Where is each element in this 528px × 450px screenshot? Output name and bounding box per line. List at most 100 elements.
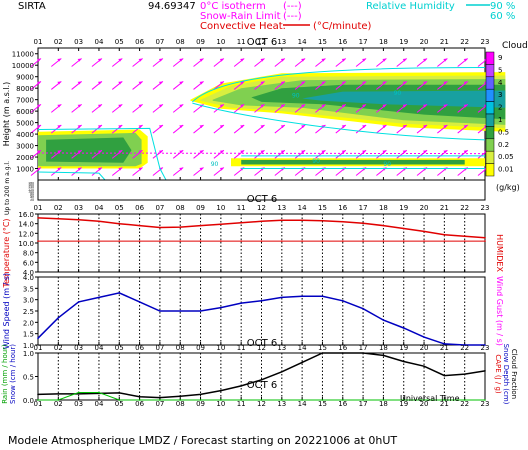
wind-arrow [254,124,265,134]
cloud-water-fill [38,72,506,169]
series-point [281,296,283,299]
wind-arrow [355,104,367,113]
wind-arrow [132,124,143,134]
series-point [321,240,324,242]
series-point [423,365,425,367]
wind-arrow [416,58,428,67]
series-point [382,399,385,401]
p2-hour-label: 05 [115,204,124,212]
series-point [57,317,60,319]
p4-hour-label: 23 [481,344,490,352]
wind-arrow [335,58,347,67]
top-hour-label: 03 [74,38,83,46]
series-point [240,302,242,304]
cloud-layer [302,90,506,108]
bottom-hour-label: 07 [155,400,164,408]
top-hour-label: 07 [155,38,164,46]
rh-contour [37,171,106,181]
p4-hour-label: 06 [135,344,144,352]
wind-arrow [30,104,42,113]
series-point [321,399,324,401]
p4-hour-label: 03 [74,344,83,352]
p2-hour-label: 03 [74,204,83,212]
wind-panel: 4.0 3.5 3.0 2.5 2.0 1.5 1.0 [23,274,486,350]
wind-arrow [294,104,306,113]
series-point [382,224,385,227]
series-point [402,240,405,242]
bottom-hour-label: 11 [237,400,246,408]
wind-arrow [152,104,164,113]
wind-arrow [213,58,225,67]
series-point [301,399,303,401]
rh-contour-label: 90 [292,92,300,99]
low-tick-label: 180 [28,181,34,185]
series-point [138,240,141,242]
series-point [281,219,283,222]
date-label-1: OCT 6 [247,37,278,48]
wind-arrow [416,149,428,159]
p2-hour-label: 08 [176,204,185,212]
height-tick-label: 1000 [16,166,34,174]
p4-hour-label: 22 [460,344,469,352]
p2-hour-label: 02 [54,204,63,212]
date-label-3: OCT 6 [247,338,278,349]
bottom-hour-label: 03 [74,400,83,408]
height-tick-label: 7000 [16,97,34,105]
top-hour-label: 22 [460,38,469,46]
p4-hour-label: 10 [216,344,225,352]
series-point [37,240,39,242]
colorbar-swatch [485,113,495,127]
bottom-hour-label: 13 [277,400,286,408]
wind-arrow [71,149,82,159]
wind-arrow [294,124,306,134]
snow-axis-label: Snow (cm / hour) [9,344,17,404]
header: SIRTA 94.69347 0°C isotherm (---) Snow-R… [18,1,515,32]
wind-arrow [172,124,184,134]
wind-arrow [457,58,468,67]
wind-arrow [457,81,468,90]
top-hour-label: 08 [176,38,185,46]
wind-arrow [193,58,204,67]
wind-arrow [457,124,468,134]
colorbar-tick-label: 2 [498,104,502,112]
wind-gust-axis-label: Wind Gust (m / s) [495,276,504,346]
wind-speed-axis-label: Wind Speed (m / s) [2,273,11,349]
bottom-hour-label: 02 [54,400,63,408]
wind-arrow [416,104,428,113]
series-point [402,327,405,329]
series-point [341,220,344,223]
wind-arrow [91,81,103,90]
series-point [37,337,39,340]
y-tick-label: 3.0 [23,297,34,305]
series-point [159,226,161,229]
p4-hour-label: 16 [338,344,347,352]
p4-hour-label: 17 [359,344,368,352]
bottom-hour-label: 10 [216,400,225,408]
series-point [362,352,364,354]
series-point [423,240,425,242]
wind-arrow [457,149,468,159]
wind-arrow [91,167,103,176]
y-tick-label: 8.0 [23,250,34,258]
series-point [463,344,466,346]
series-point [443,233,446,236]
wind-arrow [172,104,184,113]
isotherm-line [37,152,486,155]
wind-arrow [152,81,164,90]
rain-panel: 1.0 0.5 0.0 [23,350,486,405]
date-label-2: OCT 6 [247,194,278,205]
wind-arrow [355,124,367,134]
wind-arrow [193,124,204,134]
p4-hour-label: 01 [34,344,43,352]
series-point [463,235,466,238]
series-point [281,240,283,242]
series-point [199,399,202,401]
series-point [423,336,425,338]
top-hour-label: 01 [34,38,43,46]
p2-hour-label: 07 [155,204,164,212]
top-hour-label: 19 [399,38,408,46]
bottom-hour-label: 15 [318,400,327,408]
top-hour-label: 04 [94,38,103,46]
p2-hour-label: 14 [298,204,307,212]
temperature-axis-label: Temperature (°C) [2,218,11,288]
